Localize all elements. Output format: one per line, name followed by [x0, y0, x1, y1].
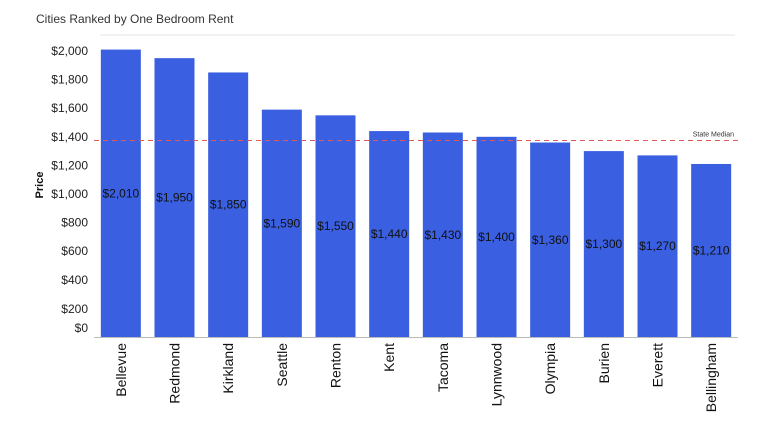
x-tick-label: Bellingham [703, 343, 719, 412]
bar-value-label: $1,550 [317, 219, 354, 233]
y-tick-label: $1,600 [51, 101, 88, 115]
x-tick-label: Burien [596, 343, 612, 383]
x-tick-label: Seattle [274, 343, 290, 387]
bar-value-label: $1,270 [639, 239, 676, 253]
y-tick-label: $1,400 [51, 130, 88, 144]
x-tick-label: Redmond [167, 343, 183, 404]
bar-value-label: $1,400 [478, 230, 515, 244]
x-tick-label: Bellevue [113, 343, 129, 397]
y-tick-label: $2,000 [51, 44, 88, 58]
bar [100, 49, 141, 337]
bar-value-label: $1,360 [532, 233, 569, 247]
x-tick-label: Olympia [542, 343, 558, 395]
y-tick-label: $600 [61, 244, 88, 258]
state-median-line: State Median [94, 132, 738, 142]
bar-value-label: $1,590 [263, 216, 300, 230]
y-axis-title: Price [34, 172, 46, 199]
bar-value-label: $1,850 [210, 198, 247, 212]
y-tick-label: $800 [61, 216, 88, 230]
bar-value-label: $2,010 [102, 186, 139, 200]
bars: $2,010 $1,950 $1,850 $1,590 $1,550 $1,440 $1,4… [100, 49, 732, 338]
bar [154, 58, 195, 338]
bar [208, 72, 249, 337]
bar [369, 131, 410, 337]
bar [476, 136, 517, 337]
y-tick-label: $0 [75, 321, 89, 335]
bar-value-label: $1,300 [585, 237, 622, 251]
state-median-label: State Median [693, 132, 734, 139]
bar [422, 132, 463, 337]
bar-value-label: $1,440 [371, 227, 408, 241]
y-tick-label: $400 [61, 273, 88, 287]
bar [530, 142, 571, 337]
y-tick-label: $200 [61, 302, 88, 316]
x-tick-label: Tacoma [435, 343, 451, 392]
x-tick-label: Kent [381, 343, 397, 372]
bar [261, 109, 302, 337]
x-tick-label: Everett [650, 343, 666, 387]
y-tick-label: $1,800 [51, 73, 88, 87]
bar [691, 163, 732, 337]
bar [583, 151, 624, 337]
y-tick-label: $1,200 [51, 158, 88, 172]
x-tick-label: Kirkland [220, 343, 236, 394]
x-tick-label: Renton [328, 343, 344, 388]
bar-value-label: $1,950 [156, 191, 193, 205]
x-axis: Bellevue Redmond Kirkland Seattle Renton Kent… [113, 343, 719, 412]
bar-value-label: $1,430 [424, 228, 461, 242]
bar-value-label: $1,210 [693, 243, 730, 257]
bar [637, 155, 678, 337]
bar [315, 115, 356, 337]
y-tick-label: $1,000 [51, 187, 88, 201]
chart-title: Cities Ranked by One Bedroom Rent [36, 12, 234, 26]
x-tick-label: Lynnwood [489, 343, 505, 406]
y-axis: $0 $200 $400 $600 $800 $1,000 $1,200 $1,400 $1,6… [51, 44, 88, 335]
